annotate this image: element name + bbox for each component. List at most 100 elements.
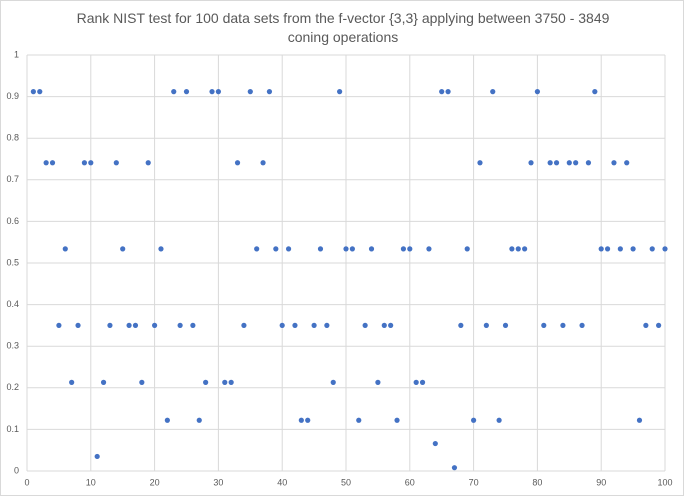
point — [196, 417, 202, 423]
point — [471, 417, 477, 423]
x-tick-label: 70 — [469, 477, 479, 487]
point — [158, 246, 164, 252]
x-tick-label: 40 — [277, 477, 287, 487]
point — [311, 322, 317, 328]
point — [388, 322, 394, 328]
point — [579, 322, 585, 328]
point — [43, 160, 49, 166]
y-tick-label: 0 — [14, 465, 19, 475]
point — [234, 160, 241, 166]
point — [451, 465, 458, 471]
point — [464, 246, 470, 252]
point — [285, 246, 292, 252]
y-tick-label: 0.5 — [6, 257, 19, 267]
point — [100, 379, 107, 385]
x-tick-label: 30 — [213, 477, 223, 487]
point — [656, 322, 662, 328]
point — [222, 379, 228, 385]
point — [171, 89, 177, 95]
point — [337, 89, 343, 95]
point — [445, 89, 451, 95]
point — [432, 440, 438, 447]
x-tick-label: 80 — [532, 477, 542, 487]
point — [515, 246, 521, 252]
point — [164, 417, 170, 423]
point — [624, 160, 630, 166]
point — [528, 160, 534, 166]
point — [394, 417, 400, 423]
point — [324, 322, 330, 328]
point — [419, 379, 426, 385]
point — [560, 322, 566, 328]
point — [177, 322, 183, 328]
point — [88, 160, 94, 166]
x-tick-label: 20 — [150, 477, 160, 487]
point — [381, 322, 387, 328]
point — [509, 246, 515, 252]
point — [547, 160, 553, 166]
x-tick-label: 90 — [596, 477, 606, 487]
point — [541, 322, 547, 328]
point — [260, 160, 266, 166]
point — [362, 322, 368, 328]
point — [49, 160, 56, 166]
point — [490, 89, 496, 95]
point — [483, 322, 489, 328]
x-tick-label: 60 — [405, 477, 415, 487]
point — [477, 160, 483, 166]
point — [145, 160, 151, 166]
point — [190, 322, 196, 328]
point — [75, 322, 81, 328]
point — [566, 160, 572, 166]
x-tick-label: 50 — [341, 477, 351, 487]
point — [241, 322, 247, 328]
point — [209, 89, 215, 95]
point — [636, 417, 643, 423]
point — [349, 246, 355, 252]
x-tick-label: 100 — [657, 477, 672, 487]
point — [368, 246, 375, 252]
point — [139, 379, 145, 385]
point — [553, 160, 560, 166]
point — [292, 322, 298, 328]
point — [662, 246, 668, 252]
point — [585, 160, 592, 166]
point — [215, 89, 221, 95]
point — [522, 246, 528, 252]
point — [30, 89, 36, 95]
point — [643, 322, 649, 328]
y-tick-label: 0.1 — [6, 424, 19, 434]
point — [298, 417, 304, 423]
point — [598, 246, 604, 252]
point — [120, 246, 126, 252]
point — [183, 89, 190, 95]
point — [458, 322, 464, 328]
point — [343, 246, 349, 252]
point — [247, 89, 253, 95]
point — [375, 379, 381, 385]
y-tick-label: 0.2 — [6, 382, 19, 392]
point — [502, 322, 509, 328]
point — [407, 246, 413, 252]
point — [228, 379, 234, 385]
point — [37, 89, 43, 95]
point — [113, 160, 119, 166]
point — [592, 89, 598, 95]
point — [439, 89, 445, 95]
point — [573, 160, 579, 166]
point — [317, 246, 324, 252]
point — [126, 322, 132, 328]
point — [496, 417, 502, 423]
point — [279, 322, 285, 328]
point — [400, 246, 407, 252]
point — [426, 246, 432, 252]
point — [305, 417, 311, 423]
y-tick-label: 0.8 — [6, 133, 19, 143]
x-tick-label: 10 — [86, 477, 96, 487]
point — [152, 322, 158, 328]
point — [254, 246, 260, 252]
point — [356, 417, 362, 423]
x-tick-label: 0 — [24, 477, 29, 487]
